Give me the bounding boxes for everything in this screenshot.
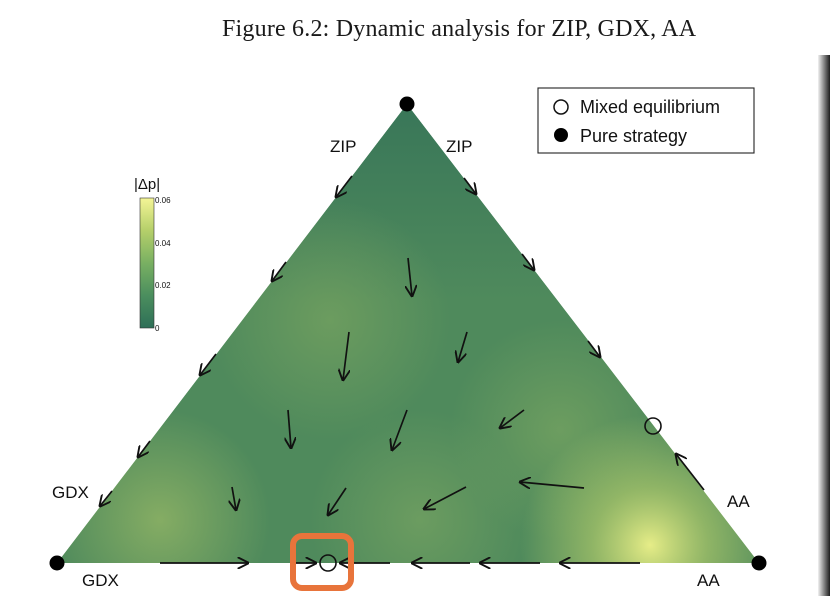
- legend-mixed-label: Mixed equilibrium: [580, 97, 720, 117]
- arrow: [200, 353, 217, 375]
- arrow: [392, 409, 408, 450]
- vertex-label-aa-bottom: AA: [697, 571, 720, 590]
- arrow: [408, 257, 412, 296]
- arrow: [288, 409, 291, 448]
- colorbar-gradient: [139, 197, 155, 329]
- arrow: [520, 482, 585, 488]
- arrow: [343, 331, 349, 380]
- colorbar-tick: 0.02: [155, 281, 171, 290]
- arrow: [100, 490, 113, 506]
- mixed-equilibrium-right-edge: [644, 417, 662, 435]
- figure-title: Figure 6.2: Dynamic analysis for ZIP, GD…: [222, 16, 697, 42]
- colorbar-tick: 0: [155, 324, 160, 333]
- arrow: [463, 177, 476, 194]
- legend-mixed-marker: [553, 99, 569, 115]
- legend-pure-marker: [554, 128, 568, 142]
- pure-strategy-gdx: [49, 555, 65, 571]
- arrow: [424, 486, 467, 509]
- vertex-label-zip-right: ZIP: [446, 137, 472, 156]
- pure-strategy-zip: [399, 96, 415, 112]
- vertex-label-gdx-bottom: GDX: [82, 571, 119, 590]
- arrow: [676, 454, 705, 491]
- arrow: [500, 409, 525, 428]
- window-edge-shadow: [818, 55, 830, 596]
- legend-box: [537, 87, 755, 154]
- legend-pure-label: Pure strategy: [580, 126, 687, 146]
- vertex-label-gdx-side: GDX: [52, 483, 89, 502]
- vertex-label-zip-left: ZIP: [330, 137, 356, 156]
- colorbar-tick: 0.04: [155, 239, 171, 248]
- arrow: [138, 440, 151, 457]
- arrow: [521, 253, 534, 270]
- arrow: [587, 340, 600, 357]
- colorbar: |Δp| 0.06 0.04 0.02 0: [134, 176, 171, 333]
- vector-field-arrows: [100, 175, 705, 563]
- arrow: [272, 261, 287, 281]
- highlight-box: [290, 533, 354, 591]
- pure-strategy-aa: [751, 555, 767, 571]
- arrow: [336, 175, 353, 197]
- arrow: [232, 486, 236, 510]
- arrow: [458, 331, 468, 362]
- vertex-label-aa-side: AA: [727, 492, 750, 511]
- arrow: [328, 487, 347, 515]
- colorbar-title: |Δp|: [134, 176, 160, 193]
- mixed-equilibrium-bottom-edge: [319, 554, 337, 572]
- legend: Mixed equilibrium Pure strategy: [537, 87, 755, 154]
- colorbar-tick: 0.06: [155, 196, 171, 205]
